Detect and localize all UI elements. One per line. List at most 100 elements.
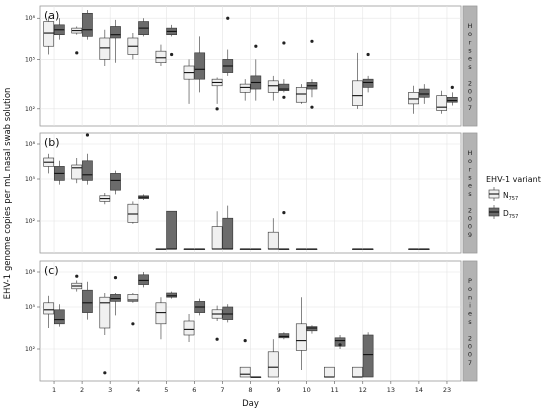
box-iqr xyxy=(278,83,290,92)
facet-strip-char: 0 xyxy=(468,343,472,351)
box-iqr xyxy=(222,306,234,320)
x-tick-label: 12 xyxy=(359,386,367,394)
box-iqr xyxy=(127,294,139,302)
box-day-6-N xyxy=(183,314,195,342)
facet-strip-char: r xyxy=(469,38,472,46)
box-iqr xyxy=(436,95,447,111)
x-tick-label: 9 xyxy=(276,386,280,394)
box-iqr xyxy=(99,296,111,329)
box-day-8-D xyxy=(250,248,262,250)
box-iqr xyxy=(155,50,167,64)
box-day-12-N xyxy=(352,366,363,378)
legend-label: N757 xyxy=(503,191,518,202)
box-day-1-D xyxy=(54,304,65,327)
outlier-point xyxy=(103,371,107,375)
y-tick-label: 10⁸ xyxy=(25,269,36,276)
x-tick-label: 7 xyxy=(220,386,224,394)
box-day-3-D xyxy=(110,170,121,195)
box-day-2-N xyxy=(71,158,83,184)
x-tick-label: 10 xyxy=(302,386,310,394)
box-day-3-D xyxy=(110,19,121,63)
box-iqr xyxy=(408,92,419,105)
box-day-1-N xyxy=(43,16,55,55)
box-day-6-D xyxy=(194,36,206,93)
x-tick-label: 6 xyxy=(192,386,196,394)
box-day-1-N xyxy=(43,153,55,174)
box-iqr xyxy=(43,302,55,315)
box-day-5-N xyxy=(155,44,167,66)
facet-strip-char: s xyxy=(468,63,472,71)
box-day-6-N xyxy=(183,59,195,104)
x-tick-label: 1 xyxy=(52,386,56,394)
outlier-point xyxy=(310,39,314,43)
box-day-1-N xyxy=(43,295,55,328)
box-day-4-N xyxy=(127,293,139,326)
box-day-5-D xyxy=(166,210,177,250)
box-day-2-D xyxy=(82,133,93,185)
box-iqr xyxy=(239,366,251,378)
facet-strip-char: 9 xyxy=(468,231,472,239)
box-iqr xyxy=(446,96,458,103)
outlier-point xyxy=(366,52,370,57)
box-day-8-N xyxy=(239,79,251,101)
box-iqr xyxy=(82,289,93,313)
x-axis: 1 2 3 4 5 6 7 8 9 10 11 12 13 14 23 xyxy=(52,381,451,394)
box-day-12-D xyxy=(362,52,374,93)
y-tick-label: 10⁸ xyxy=(25,141,36,148)
box-iqr xyxy=(71,164,83,180)
facet-strip-char: 2 xyxy=(468,334,472,342)
box-day-7-D xyxy=(222,205,234,250)
box-iqr xyxy=(267,80,279,93)
box-day-5-N xyxy=(155,248,167,250)
outlier-point xyxy=(75,51,79,55)
facet-strip-char: 0 xyxy=(468,223,472,231)
box-day-9-D xyxy=(278,211,290,250)
box-iqr xyxy=(352,80,363,106)
box-day-4-N xyxy=(127,201,139,224)
facet-strip xyxy=(462,132,478,254)
facet-strip-char: 0 xyxy=(468,88,472,96)
box-day-2-D xyxy=(82,10,93,40)
facet-strip-char: 0 xyxy=(468,96,472,104)
box-iqr xyxy=(295,323,307,351)
box-day-9-N xyxy=(267,218,279,250)
panel-label: (c) xyxy=(44,264,59,277)
y-axis-title: EHV-1 genome copies per mL nasal swab so… xyxy=(3,88,13,300)
box-day-8-D xyxy=(250,44,262,101)
outlier-point xyxy=(215,337,219,341)
box-day-2-N xyxy=(71,26,83,55)
box-day-10-N xyxy=(295,248,307,250)
facet-strip-char: 2 xyxy=(468,206,472,214)
x-tick-label: 11 xyxy=(331,386,339,394)
outlier-point xyxy=(170,52,174,57)
facet-strip xyxy=(462,260,478,382)
box-iqr xyxy=(166,292,177,298)
box-day-10-D xyxy=(306,325,318,334)
box-iqr xyxy=(110,294,121,302)
x-axis-title: Day xyxy=(242,399,259,409)
y-tick-label: 10⁵ xyxy=(25,56,36,63)
box-day-14-D xyxy=(418,248,430,250)
facet-strip-char: 0 xyxy=(468,351,472,359)
facet-strip-char: o xyxy=(468,285,472,293)
outlier-point xyxy=(131,322,135,326)
box-day-9-N xyxy=(267,339,279,378)
x-tick-label: 2 xyxy=(80,386,84,394)
box-iqr xyxy=(324,366,335,378)
box-day-6-N xyxy=(183,248,195,250)
outlier-point xyxy=(226,16,230,20)
box-day-8-N xyxy=(239,248,251,250)
box-iqr xyxy=(222,217,234,250)
facet-strip xyxy=(462,5,478,127)
box-day-4-D xyxy=(138,194,149,200)
box-day-23-D xyxy=(446,85,458,106)
box-day-7-D xyxy=(222,16,234,76)
y-tick-label: 10² xyxy=(25,218,36,225)
box-day-23-N xyxy=(436,90,447,114)
panel-label: (b) xyxy=(44,136,60,149)
x-tick-label: 8 xyxy=(248,386,252,394)
x-tick-label: 3 xyxy=(108,386,112,394)
box-day-8-N xyxy=(239,339,251,378)
box-day-1-D xyxy=(54,160,65,185)
